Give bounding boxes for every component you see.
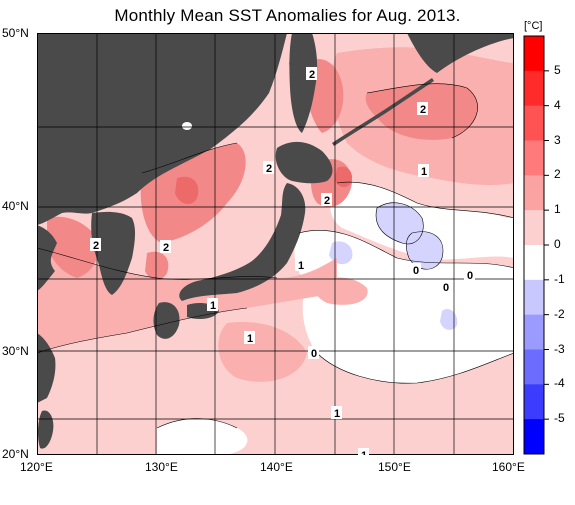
lon-label-160: 160°E	[492, 460, 525, 474]
land-sakhalin	[289, 33, 318, 133]
land-kuril-north	[407, 33, 514, 73]
colorbar-level-label: 1	[554, 202, 561, 217]
contour-label-bg	[244, 331, 255, 344]
contour-label: 1	[334, 408, 340, 420]
contour-label-bg	[331, 406, 342, 419]
anomaly-area-negative	[406, 231, 443, 270]
land-asia-mainland	[37, 33, 287, 225]
contour-label-bg	[440, 280, 451, 293]
anomaly-area-warm-2	[47, 216, 99, 278]
lon-label-120: 120°E	[20, 460, 53, 474]
sst-map: 2 2 2 2 2 2 1 1 1 1 1 1 0 0	[37, 33, 514, 455]
contour-label-bg	[321, 193, 332, 206]
contour-label: 1	[298, 260, 304, 272]
colorbar-level-label: -2	[554, 306, 565, 321]
contour-label: 2	[163, 242, 169, 254]
contour-label-bg	[90, 238, 101, 251]
land-china-south	[37, 333, 56, 403]
lon-label-130: 130°E	[145, 460, 178, 474]
colorbar-segment	[524, 384, 544, 420]
colorbar-segment	[524, 279, 544, 316]
anomaly-area-warm-1	[218, 322, 307, 382]
colorbar-unit: [°C]	[524, 20, 543, 32]
lon-label-140: 140°E	[260, 460, 293, 474]
land-hokkaido	[275, 141, 333, 184]
contour-label: 2	[420, 104, 426, 116]
colorbar-segment	[524, 105, 544, 141]
contour-label: 2	[93, 240, 99, 252]
lon-label-150: 150°E	[378, 460, 411, 474]
colorbar-level-label: -3	[554, 341, 565, 356]
colorbar-segment	[524, 36, 544, 72]
land-honshu	[179, 183, 306, 301]
colorbar-level-label: 2	[554, 167, 561, 182]
contour-label: 1	[247, 333, 253, 345]
contour-label-bg	[207, 298, 218, 311]
colorbar-segment	[524, 349, 544, 385]
contour-label-bg	[417, 102, 428, 115]
land-china-coast	[37, 225, 57, 291]
contour-label: 2	[266, 163, 272, 175]
colorbar-segment	[524, 419, 544, 455]
colorbar-segment	[524, 210, 544, 246]
colorbar-level-label: 0	[554, 237, 561, 251]
lat-label-40: 40°N	[2, 199, 29, 213]
contour-label-bg	[263, 161, 274, 174]
lat-label-20: 20°N	[2, 447, 29, 461]
map-title: Monthly Mean SST Anomalies for Aug. 2013…	[114, 6, 461, 25]
contour-label: 0	[443, 282, 449, 294]
contour-label-bg	[418, 164, 429, 177]
lat-label-50: 50°N	[2, 26, 29, 40]
contour-lines	[37, 83, 514, 429]
contour-label: 0	[467, 270, 473, 282]
anomaly-area-neutral	[294, 230, 514, 384]
contour-label-bg	[295, 258, 306, 271]
colorbar-level-label: -5	[554, 411, 565, 426]
land-taiwan	[37, 410, 54, 449]
contour-label: 2	[324, 195, 330, 207]
contour-label: 1	[361, 450, 367, 455]
colorbar-segment	[524, 245, 544, 281]
land-kyushu	[153, 302, 180, 339]
contour-label-bg	[464, 268, 475, 281]
contour-label-bg	[308, 346, 319, 359]
colorbar-level-label: 5	[554, 62, 561, 77]
sst-map-svg: 2 2 2 2 2 2 1 1 1 1 1 1 0 0	[37, 33, 514, 455]
contour-label-bg	[306, 67, 317, 80]
lat-label-30: 30°N	[2, 344, 29, 358]
contour-label: 2	[309, 69, 315, 81]
land-lake	[182, 122, 192, 130]
anomaly-area-neutral	[157, 418, 248, 455]
colorbar-level-label: 3	[554, 132, 561, 147]
contour-label-bg	[358, 448, 369, 455]
anomaly-area-warm-2	[145, 251, 169, 280]
colorbar-segment	[524, 140, 544, 176]
colorbar-level-label: 4	[554, 97, 561, 112]
colorbar-segment	[524, 314, 544, 350]
contour-label: 1	[421, 166, 427, 178]
colorbar-level-label: -4	[554, 376, 565, 391]
anomaly-area-negative	[440, 308, 458, 330]
contour-label-bg	[410, 263, 421, 276]
contour-label-bg	[160, 240, 171, 253]
contour-label: 1	[210, 300, 216, 312]
colorbar	[523, 35, 549, 455]
map-frame	[37, 33, 514, 455]
colorbar-segment	[524, 175, 544, 211]
colorbar-level-label: -1	[554, 271, 565, 286]
anomaly-area-warm-1	[315, 277, 368, 305]
land-korea	[91, 211, 136, 295]
land-kuril-chain	[332, 78, 434, 146]
contour-label: 0	[311, 348, 317, 360]
anomaly-area-warm-3	[175, 176, 199, 205]
contour-label: 0	[413, 265, 419, 277]
colorbar-segment	[524, 70, 544, 107]
